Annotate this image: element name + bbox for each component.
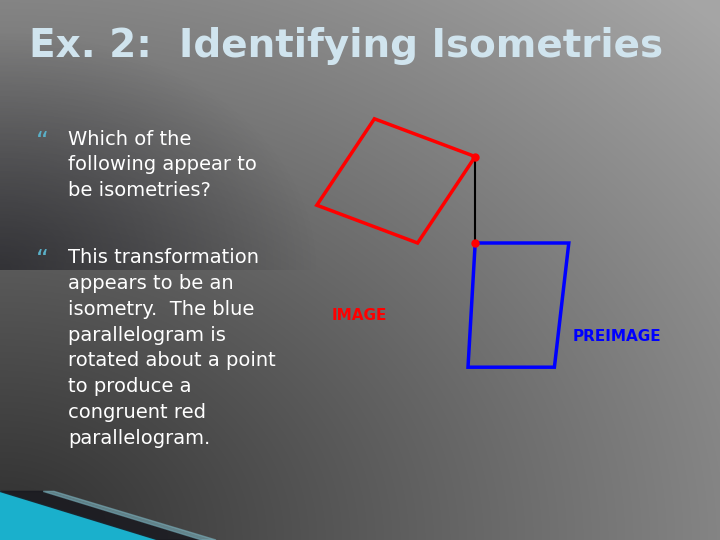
Text: PREIMAGE: PREIMAGE <box>572 329 661 345</box>
Text: This transformation
appears to be an
isometry.  The blue
parallelogram is
rotate: This transformation appears to be an iso… <box>68 248 276 448</box>
Text: Which of the
following appear to
be isometries?: Which of the following appear to be isom… <box>68 130 257 200</box>
Polygon shape <box>43 491 216 540</box>
Text: Ex. 2:  Identifying Isometries: Ex. 2: Identifying Isometries <box>29 27 663 65</box>
Text: “: “ <box>36 248 49 272</box>
Text: IMAGE: IMAGE <box>331 308 387 323</box>
Polygon shape <box>0 491 202 540</box>
Polygon shape <box>0 491 158 540</box>
Text: “: “ <box>36 130 49 153</box>
